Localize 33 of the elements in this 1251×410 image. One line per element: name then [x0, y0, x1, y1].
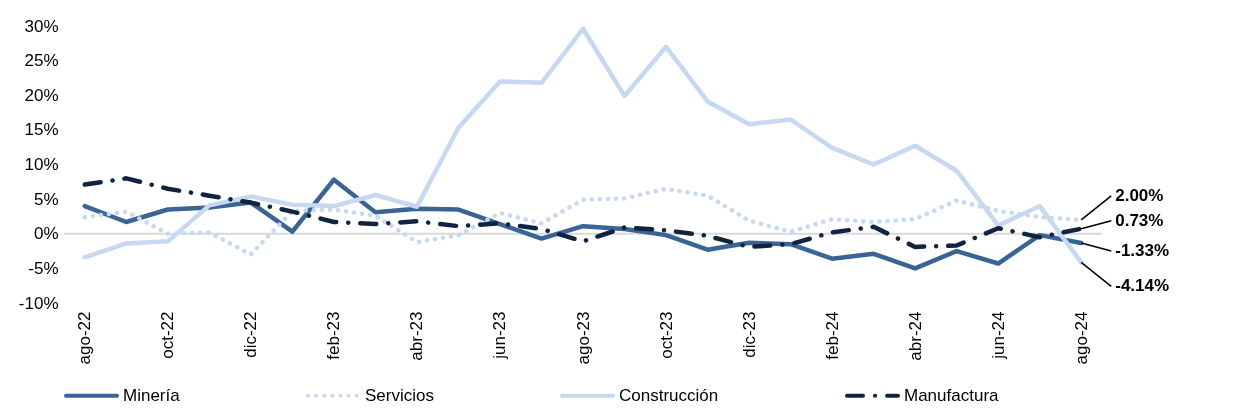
line-series	[82, 176, 1084, 250]
legend-label: Manufactura	[904, 385, 1000, 405]
y-tick-label: 25%	[24, 51, 59, 71]
y-tick-label: 10%	[24, 155, 59, 174]
data-label: -1.33%	[1115, 240, 1170, 260]
x-tick-label: abr-24	[905, 311, 925, 361]
line-series	[82, 26, 1084, 265]
y-tick-label: -5%	[28, 258, 59, 278]
x-tick-label: oct-23	[656, 311, 676, 359]
y-tick-label: 15%	[24, 120, 59, 140]
x-tick-label: jun-24	[988, 311, 1008, 360]
x-tick-label: abr-23	[407, 311, 427, 361]
x-tick-label: dic-23	[739, 311, 759, 358]
y-tick-label: 30%	[24, 16, 59, 36]
x-tick-label: feb-24	[822, 311, 842, 360]
y-tick-label: 20%	[24, 85, 59, 105]
data-label: 2.00%	[1115, 185, 1164, 205]
y-tick-label: -10%	[18, 293, 59, 313]
data-label: -4.14%	[1115, 276, 1170, 296]
y-tick-label: 0%	[33, 224, 59, 244]
legend-label: Minería	[123, 385, 181, 405]
data-label: 0.73%	[1115, 210, 1164, 230]
x-tick-label: oct-22	[158, 311, 178, 359]
x-tick-label: jun-23	[490, 311, 510, 360]
legend-label: Construcción	[619, 385, 719, 405]
line-series	[82, 177, 1084, 271]
x-tick-label: ago-22	[75, 311, 95, 365]
y-tick-label: 5%	[33, 189, 59, 209]
x-tick-label: ago-24	[1071, 311, 1091, 365]
legend-label: Servicios	[365, 385, 434, 405]
x-tick-label: feb-23	[324, 311, 344, 360]
x-tick-label: dic-22	[241, 311, 261, 358]
x-tick-label: ago-23	[573, 311, 593, 365]
